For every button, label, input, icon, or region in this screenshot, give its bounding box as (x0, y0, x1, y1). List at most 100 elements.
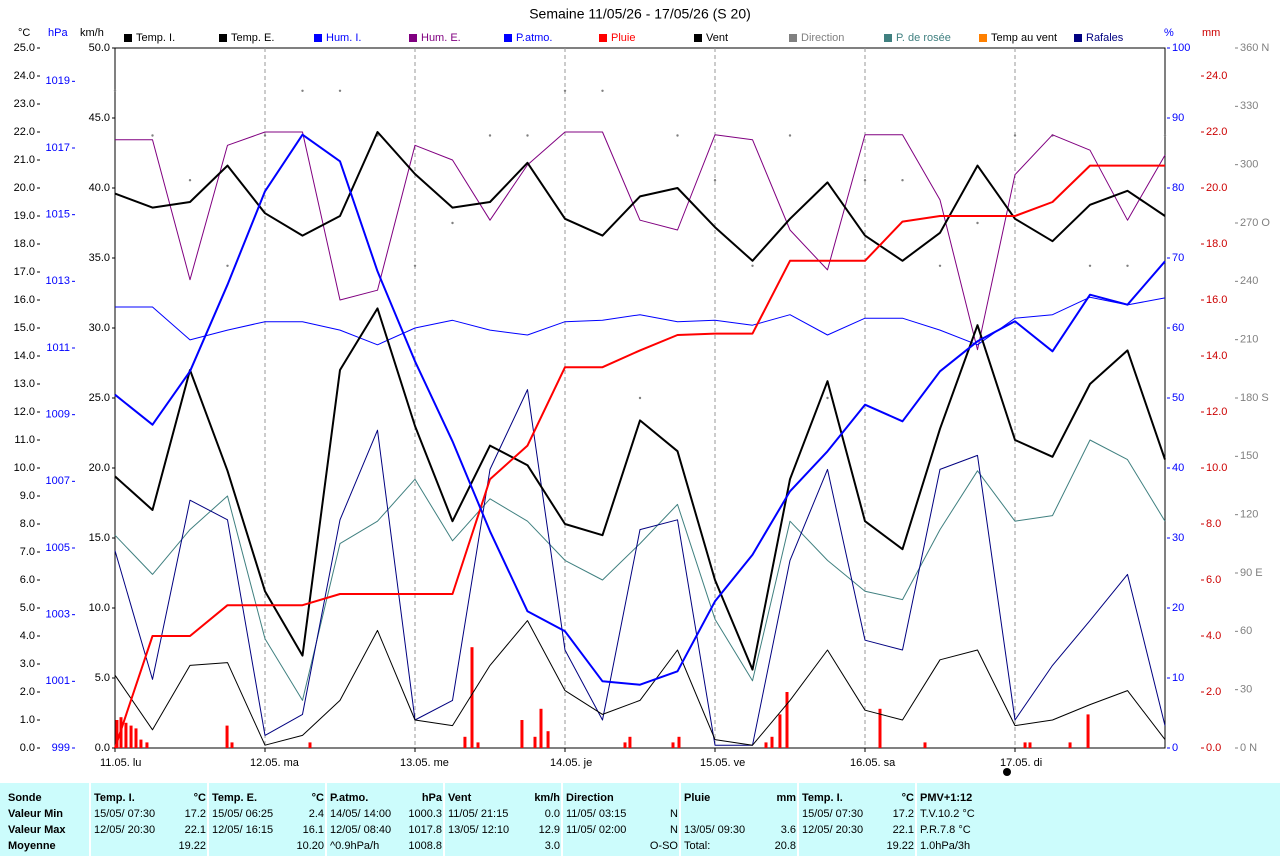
rain-bar (878, 708, 882, 748)
direction-dot (113, 89, 117, 92)
series-line (115, 296, 1166, 346)
y-tick-label: 15.0 (89, 532, 110, 544)
legend-label: P. de rosée (896, 32, 951, 44)
axis-unit: hPa (48, 27, 68, 39)
y-tick-label: 0.0 (95, 742, 110, 754)
chart-title: Semaine 11/05/26 - 17/05/26 (S 20) (529, 6, 751, 22)
cell-value: O-SO (649, 840, 678, 852)
legend-label: Pluie (611, 32, 635, 44)
rain-bar (1086, 714, 1090, 748)
y-tick-label: 19.0 (14, 210, 35, 222)
y-tick-label: 999 (52, 742, 70, 754)
y-tick-label: 210 (1240, 334, 1258, 346)
cell-text: 15/05/ 07:30 (94, 808, 156, 820)
legend-label: Hum. E. (421, 32, 461, 44)
direction-dot (301, 89, 304, 92)
cell-text: 12/05/ 20:30 (94, 824, 156, 836)
column-title: Vent (448, 792, 472, 804)
y-tick-label: 17.0 (14, 266, 35, 278)
column-separator (325, 783, 327, 856)
direction-dot (976, 221, 979, 225)
y-tick-label: 270 O (1240, 217, 1270, 229)
cell-value: 17.2 (892, 808, 914, 820)
y-tick-label: 90 (1172, 112, 1184, 124)
axis-unit: mm (1202, 27, 1220, 39)
rain-bar (770, 736, 774, 748)
y-tick-label: 7.0 (20, 546, 35, 558)
y-tick-label: 0.0 (1206, 742, 1221, 754)
row-label: Valeur Max (8, 824, 66, 836)
direction-dot (788, 134, 792, 137)
y-tick-label: 1007 (46, 475, 70, 487)
background (0, 0, 1280, 783)
cell-value: 22.1 (892, 824, 914, 836)
y-tick-label: 80 (1172, 182, 1184, 194)
legend-label: P.atmo. (516, 32, 553, 44)
legend-swatch (979, 34, 987, 42)
y-tick-label: 1005 (46, 542, 70, 554)
y-tick-label: 60 (1172, 322, 1184, 334)
column-unit: km/h (534, 792, 560, 804)
chart: Semaine 11/05/26 - 17/05/26 (S 20) 11.05… (0, 0, 1280, 783)
cell-value: 3.0 (544, 840, 560, 852)
y-tick-label: 22.0 (14, 126, 35, 138)
cell-text: 15/05/ 07:30 (802, 808, 864, 820)
column-title: Pluie (684, 792, 711, 804)
legend-swatch (884, 34, 892, 42)
rain-bar (308, 742, 312, 748)
series-line (114, 389, 1166, 746)
legend-label: Vent (706, 32, 728, 44)
y-tick-label: 24.0 (14, 70, 35, 82)
rain-bar (520, 720, 524, 748)
cell-text: 13/05/ 12:10 (448, 824, 510, 836)
series-line (115, 131, 1166, 351)
y-tick-label: 45.0 (89, 112, 110, 124)
y-tick-label: 6.0 (20, 574, 35, 586)
x-tick-label: 16.05. sa (850, 757, 896, 769)
y-tick-label: 6.0 (1206, 574, 1221, 586)
row-label: Moyenne (8, 840, 56, 852)
cell-value: 19.22 (178, 840, 206, 852)
column-unit: hPa (421, 792, 442, 804)
axis-unit: °C (18, 27, 30, 39)
cell-value: 19.22 (886, 840, 914, 852)
rain-bar (764, 742, 768, 748)
y-tick-label: 1001 (46, 675, 70, 687)
row-label: Valeur Min (8, 808, 64, 820)
x-tick-label: 11.05. lu (100, 757, 141, 769)
cell-value: 12.9 (538, 824, 560, 836)
column-separator (797, 783, 799, 856)
series-line (114, 131, 1166, 262)
y-tick-label: 10.0 (1206, 462, 1227, 474)
direction-dot (1163, 134, 1167, 137)
cell-text: ^0.9hPa/h (330, 840, 380, 852)
y-tick-label: 23.0 (14, 98, 35, 110)
legend-swatch (409, 34, 417, 42)
rain-bar (225, 725, 229, 748)
rain-bar (1028, 742, 1032, 748)
y-tick-label: 20.0 (14, 182, 35, 194)
direction-dot (826, 396, 829, 400)
y-tick-label: 70 (1172, 252, 1184, 264)
direction-dot (676, 134, 679, 137)
y-tick-label: 20.0 (89, 462, 110, 474)
direction-dot (526, 134, 529, 137)
direction-dot (151, 134, 154, 137)
cell-value: 10.20 (296, 840, 324, 852)
y-tick-label: 20.0 (1206, 182, 1227, 194)
cell-value: 2.4 (308, 808, 324, 820)
direction-dot (188, 179, 192, 182)
y-tick-label: 12.0 (14, 406, 35, 418)
legend-label: Hum. I. (326, 32, 361, 44)
y-tick-label: 12.0 (1206, 406, 1227, 418)
y-tick-label: 3.0 (20, 658, 35, 670)
y-tick-label: 21.0 (14, 154, 35, 166)
y-tick-label: 60 (1240, 625, 1252, 637)
legend-swatch (219, 34, 227, 42)
y-tick-label: 360 N (1240, 42, 1269, 54)
y-tick-label: 8.0 (20, 518, 35, 530)
legend-swatch (314, 34, 322, 42)
direction-dot (601, 89, 604, 92)
y-tick-label: 1017 (46, 142, 70, 154)
column-separator (89, 783, 91, 856)
